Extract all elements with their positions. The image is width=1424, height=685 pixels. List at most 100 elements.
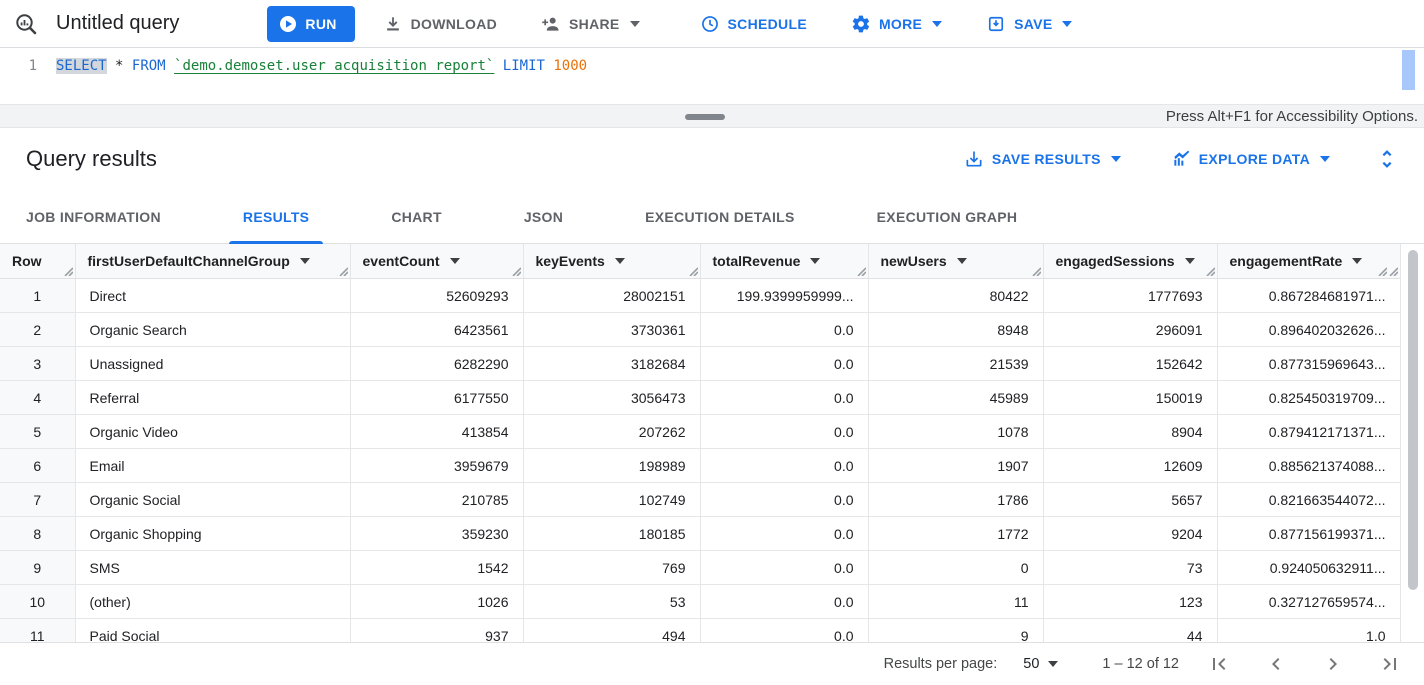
row-number-cell: 9 [0, 550, 76, 585]
more-button[interactable]: MORE [843, 6, 950, 42]
column-header-engagedSessions: engagedSessions [1055, 253, 1175, 269]
editor-scrollbar[interactable] [1402, 50, 1415, 90]
run-button[interactable]: RUN [267, 5, 355, 42]
chevron-down-icon [1062, 20, 1073, 27]
newUsers-cell: 11 [867, 584, 1044, 619]
channel-cell: Organic Shopping [74, 516, 351, 551]
newUsers-cell: 8948 [867, 312, 1044, 347]
column-menu-icon[interactable] [1184, 258, 1195, 264]
sql-table-reference[interactable]: `demo.demoset.user_acquisition_report` [174, 58, 495, 74]
share-button[interactable]: SHARE [533, 6, 648, 42]
newUsers-cell: 80422 [867, 278, 1044, 313]
engagementRate-cell: 0.879412171371... [1216, 414, 1401, 449]
column-resize-handle[interactable] [1388, 266, 1398, 276]
eventCount-cell: 937 [349, 618, 524, 642]
row-number-cell: 4 [0, 380, 76, 415]
last-page-icon [1383, 658, 1396, 670]
keyEvents-cell: 207262 [522, 414, 701, 449]
results-table-container: Row firstUserDefaultChannelGroup eventCo… [0, 244, 1424, 642]
totalRevenue-cell: 0.0 [699, 312, 869, 347]
chevron-left-icon [1272, 658, 1280, 670]
column-menu-icon[interactable] [449, 258, 460, 264]
column-resize-handle[interactable] [63, 266, 73, 276]
sql-editor[interactable]: 1 SELECT * FROM `demo.demoset.user_acqui… [0, 48, 1424, 104]
explore-data-button[interactable]: EXPLORE DATA [1163, 141, 1338, 177]
sql-star: * [115, 58, 124, 74]
channel-cell: (other) [74, 584, 351, 619]
download-button[interactable]: DOWNLOAD [375, 6, 505, 42]
channel-cell: Paid Social [74, 618, 351, 642]
schedule-button[interactable]: SCHEDULE [692, 6, 815, 42]
splitter-bar: Press Alt+F1 for Accessibility Options. [0, 104, 1424, 128]
column-header-eventCount: eventCount [362, 253, 440, 269]
column-resize-handle[interactable] [688, 266, 698, 276]
engagedSessions-cell: 152642 [1042, 346, 1218, 381]
page-size-value: 50 [1023, 656, 1040, 672]
eventCount-cell: 52609293 [349, 278, 524, 313]
newUsers-cell: 45989 [867, 380, 1044, 415]
play-icon [280, 15, 297, 32]
table-row: 11 Paid Social 937 494 0.0 9 44 1.0 [0, 618, 1401, 642]
next-page-button[interactable] [1321, 652, 1345, 676]
column-resize-handle[interactable] [856, 266, 866, 276]
engagementRate-cell: 1.0 [1216, 618, 1401, 642]
column-menu-icon[interactable] [299, 258, 310, 264]
row-number-cell: 3 [0, 346, 76, 381]
column-header-totalRevenue: totalRevenue [712, 253, 801, 269]
newUsers-cell: 1786 [867, 482, 1044, 517]
column-menu-icon[interactable] [810, 258, 821, 264]
engagedSessions-cell: 123 [1042, 584, 1218, 619]
table-row: 9 SMS 1542 769 0.0 0 73 0.924050632911..… [0, 550, 1401, 585]
engagementRate-cell: 0.896402032626... [1216, 312, 1401, 347]
row-number-cell: 6 [0, 448, 76, 483]
column-menu-icon[interactable] [956, 258, 967, 264]
totalRevenue-cell: 0.0 [699, 414, 869, 449]
splitter-drag-handle[interactable] [685, 114, 725, 120]
tab-execution-details[interactable]: EXECUTION DETAILS [645, 208, 795, 225]
table-scrollbar[interactable] [1408, 250, 1418, 590]
row-number-cell: 2 [0, 312, 76, 347]
column-resize-handle[interactable] [1205, 266, 1215, 276]
totalRevenue-cell: 0.0 [699, 618, 869, 642]
tab-execution-graph[interactable]: EXECUTION GRAPH [876, 208, 1018, 225]
previous-page-button[interactable] [1264, 652, 1288, 676]
column-resize-handle[interactable] [1031, 266, 1041, 276]
eventCount-cell: 1026 [349, 584, 524, 619]
column-menu-icon[interactable] [614, 258, 625, 264]
tab-job-information[interactable]: JOB INFORMATION [26, 208, 161, 225]
expand-collapse-button[interactable] [1372, 144, 1402, 174]
table-row: 7 Organic Social 210785 102749 0.0 1786 … [0, 482, 1401, 517]
sql-keyword-from: FROM [131, 58, 166, 74]
engagementRate-cell: 0.825450319709... [1216, 380, 1401, 415]
save-button[interactable]: SAVE [978, 6, 1080, 42]
tab-json[interactable]: JSON [523, 208, 564, 225]
tab-results[interactable]: RESULTS [228, 190, 324, 244]
column-resize-handle[interactable] [1377, 266, 1387, 276]
chevron-down-icon [1110, 156, 1121, 162]
engagedSessions-cell: 150019 [1042, 380, 1218, 415]
engagedSessions-cell: 12609 [1042, 448, 1218, 483]
chart-icon [1174, 150, 1190, 166]
page-size-select[interactable]: 50 [1023, 656, 1059, 672]
column-resize-handle[interactable] [338, 266, 348, 276]
row-number-cell: 5 [0, 414, 76, 449]
tab-chart[interactable]: CHART [391, 208, 442, 225]
first-page-button[interactable] [1207, 652, 1231, 676]
last-page-button[interactable] [1378, 652, 1402, 676]
save-icon [989, 16, 1004, 31]
sql-code-line[interactable]: SELECT * FROM `demo.demoset.user_acquisi… [56, 48, 1424, 104]
engagementRate-cell: 0.885621374088... [1216, 448, 1401, 483]
totalRevenue-cell: 0.0 [699, 584, 869, 619]
engagementRate-cell: 0.924050632911... [1216, 550, 1401, 585]
column-menu-icon[interactable] [1352, 258, 1363, 264]
engagedSessions-cell: 73 [1042, 550, 1218, 585]
channel-cell: Email [74, 448, 351, 483]
eventCount-cell: 6177550 [349, 380, 524, 415]
engagementRate-cell: 0.867284681971... [1216, 278, 1401, 313]
table-row: 10 (other) 1026 53 0.0 11 123 0.32712765… [0, 584, 1401, 619]
newUsers-cell: 1772 [867, 516, 1044, 551]
column-resize-handle[interactable] [511, 266, 521, 276]
save-results-button[interactable]: SAVE RESULTS [956, 141, 1129, 177]
pagination-bar: Results per page: 50 1 – 12 of 12 [0, 642, 1424, 685]
table-row: 5 Organic Video 413854 207262 0.0 1078 8… [0, 414, 1401, 449]
